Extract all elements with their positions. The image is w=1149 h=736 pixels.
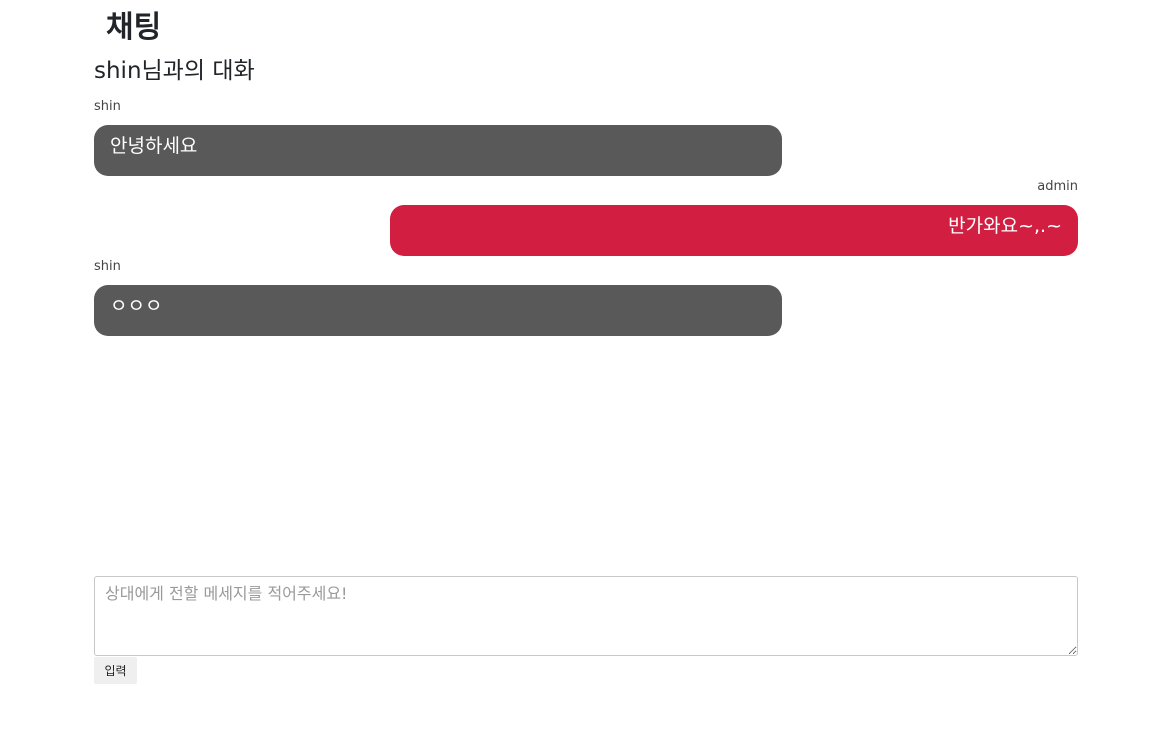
message-item: admin 반가와요~,.~ [94, 176, 1078, 256]
message-sender: shin [94, 99, 121, 114]
send-button[interactable]: 입력 [94, 657, 137, 684]
message-bubble: 안녕하세요 [94, 125, 782, 176]
message-item: shin ㅇㅇㅇ [94, 256, 1078, 336]
message-bubble: ㅇㅇㅇ [94, 285, 782, 336]
message-sender: shin [94, 259, 121, 274]
message-bubble: 반가와요~,.~ [390, 205, 1078, 256]
message-input[interactable] [94, 576, 1078, 656]
message-sender: admin [1037, 179, 1078, 194]
page-title: 채팅 [106, 10, 162, 45]
conversation-title: shin님과의 대화 [94, 58, 255, 84]
message-list: shin 안녕하세요 admin 반가와요~,.~ shin ㅇㅇㅇ [94, 96, 1078, 336]
message-item: shin 안녕하세요 [94, 96, 1078, 176]
